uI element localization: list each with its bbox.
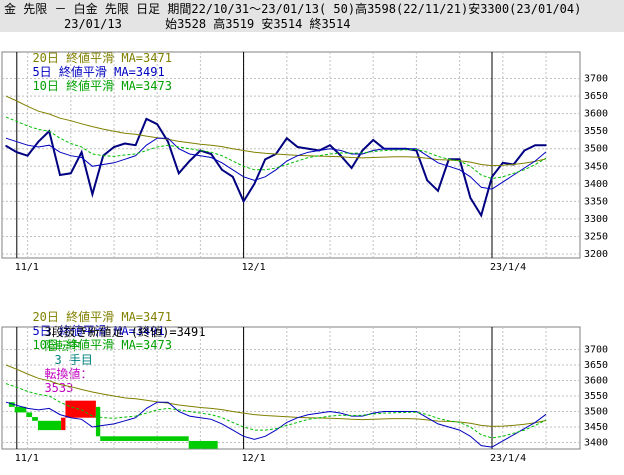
y-tick-label: 3300 [584,214,608,225]
y-tick-label: 3550 [584,126,608,137]
y-tick-label: 3200 [584,249,608,260]
close-point [437,190,439,192]
close-point [350,167,353,169]
close-point [415,149,418,152]
close-point [523,149,526,152]
x-tick-label: 23/1/4 [490,262,526,273]
close-point [37,140,40,143]
close-point [210,153,212,155]
legend-ma5: 5日 終値平滑 MA=3491 [32,65,165,79]
close-point [26,154,29,157]
close-point [80,151,83,154]
close-point [480,214,483,217]
y-tick-label: 3400 [584,438,608,449]
brick-down [188,440,218,449]
close-point [458,158,461,161]
y-tick-label: 3700 [584,345,608,356]
close-point [340,154,342,157]
legend-ma20: 20日 終値平滑 MA=3471 [32,51,172,65]
y-tick-label: 3700 [584,74,608,85]
y-tick-label: 3450 [584,422,608,433]
y-tick-label: 3450 [584,161,608,172]
plot-frame [1,326,581,450]
step-count: 3 手目 [54,353,93,367]
turn-label: 転換値： [44,367,93,381]
close-point [329,144,331,147]
close-point [264,158,267,161]
legend-ma10: 10日 終値平滑 MA=3473 [32,338,172,352]
x-tick-label: 11/1 [15,453,39,464]
brick-up [65,400,96,418]
brick-down [8,402,15,407]
close-point [156,123,158,125]
brick-up [61,417,66,431]
three-line-info: 3段抜き新値足 (終値)=3491 陰転中 3 手目 転換値： 3533 [30,311,207,395]
close-point [372,139,375,141]
close-point [124,142,126,145]
close-point [361,149,364,152]
close-point [232,176,234,178]
close-point [253,183,256,185]
y-tick-label: 3500 [584,144,608,155]
close-point [469,197,472,199]
close-point [502,161,504,164]
close-point [134,144,137,147]
brick-down [100,436,189,441]
y-tick-label: 3650 [584,91,608,102]
close-point [534,144,536,147]
series-ma5-line [5,401,547,448]
close-point [286,137,288,139]
x-tick-label: 12/1 [242,453,266,464]
three-line-label: 3段抜き新値足 (終値)=3491 [44,325,206,339]
close-point [5,145,7,147]
close-point [491,176,493,178]
y-tick-label: 3350 [584,196,608,207]
brick-down [14,406,27,413]
header-title: 金 先限 － 白金 先限 日足 期間22/10/31～23/01/13( 50)… [4,2,582,16]
close-point [545,144,547,147]
close-point [113,146,115,148]
close-point [242,200,245,203]
close-point [188,160,191,162]
y-tick-label: 3650 [584,360,608,371]
y-tick-label: 3550 [584,391,608,402]
x-tick-label: 12/1 [242,262,266,273]
y-tick-label: 3250 [584,231,608,242]
series-ma10-line [5,116,547,180]
brick-down [32,417,38,421]
series-ma20-line [5,364,547,427]
close-point [221,168,223,171]
y-tick-label: 3600 [584,109,608,120]
chart-header: 金 先限 － 白金 先限 日足 期間22/10/31～23/01/13( 50)… [0,0,624,32]
legend-ma20: 20日 終値平滑 MA=3471 [32,310,172,324]
x-tick-label: 11/1 [15,262,39,273]
plot-frame [1,51,581,259]
series-ma5-line [5,137,547,190]
y-tick-label: 3600 [584,376,608,387]
close-point [178,172,180,175]
legend-ma10: 10日 終値平滑 MA=3473 [32,79,172,93]
brick-down [26,412,33,418]
y-tick-label: 3400 [584,179,608,190]
close-point [307,147,310,150]
brick-down [95,406,101,437]
turn-value: 3533 [44,381,74,395]
series-ma10-line [5,383,547,439]
header-ohlc: 23/01/13 始3528 高3519 安3514 終3514 [64,17,351,31]
close-point [296,146,299,148]
close-point [59,174,61,176]
top-legend: 20日 終値平滑 MA=3471 5日 終値平滑 MA=3491 10日 終値平… [18,37,174,93]
y-tick-label: 3500 [584,407,608,418]
close-point [426,179,429,182]
close-point [145,118,148,120]
x-tick-label: 23/1/4 [490,453,526,464]
close-point [91,193,94,196]
brick-down [37,420,62,431]
close-point [15,151,18,154]
close-point [167,140,169,143]
close-point [70,172,72,175]
